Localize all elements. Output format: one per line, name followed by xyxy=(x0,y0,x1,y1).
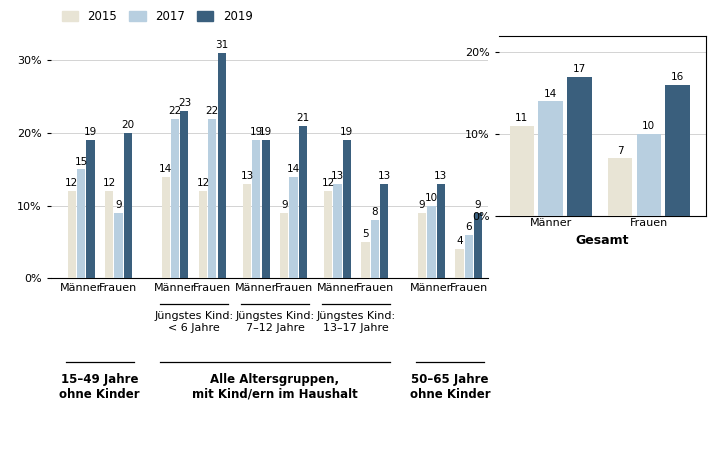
Bar xyxy=(455,249,464,278)
Text: 14: 14 xyxy=(159,164,173,174)
Text: 22: 22 xyxy=(206,106,219,116)
Bar xyxy=(636,134,661,216)
Text: 7: 7 xyxy=(617,146,623,156)
Text: 15–49 Jahre
ohne Kinder: 15–49 Jahre ohne Kinder xyxy=(60,373,140,401)
Text: 13: 13 xyxy=(331,171,344,181)
Text: 13: 13 xyxy=(434,171,448,181)
Text: 19: 19 xyxy=(84,128,97,137)
Bar xyxy=(171,119,179,278)
Bar xyxy=(608,158,633,216)
Text: 13: 13 xyxy=(378,171,391,181)
Text: 19: 19 xyxy=(259,128,272,137)
Text: 5: 5 xyxy=(363,229,369,239)
Text: 9: 9 xyxy=(475,200,481,210)
Text: Jüngstes Kind:
< 6 Jahre: Jüngstes Kind: < 6 Jahre xyxy=(154,311,233,333)
Text: 11: 11 xyxy=(515,113,529,123)
Text: 9: 9 xyxy=(419,200,425,210)
Bar xyxy=(124,133,132,278)
Bar xyxy=(510,126,534,216)
Text: Jüngstes Kind:
7–12 Jahre: Jüngstes Kind: 7–12 Jahre xyxy=(235,311,314,333)
Text: 20: 20 xyxy=(121,120,134,130)
Bar xyxy=(199,191,207,278)
Text: 12: 12 xyxy=(322,178,335,188)
Text: 23: 23 xyxy=(178,98,191,108)
Bar xyxy=(538,101,563,216)
Bar xyxy=(68,191,76,278)
Bar xyxy=(380,184,388,278)
Text: 9: 9 xyxy=(281,200,288,210)
Bar xyxy=(665,85,690,216)
Text: 10: 10 xyxy=(642,121,655,132)
Text: 6: 6 xyxy=(465,222,472,232)
Text: 14: 14 xyxy=(287,164,300,174)
Bar xyxy=(105,191,113,278)
Bar xyxy=(252,141,261,278)
Bar xyxy=(114,213,122,278)
Text: 13: 13 xyxy=(240,171,253,181)
Bar xyxy=(280,213,288,278)
Text: 16: 16 xyxy=(671,72,684,83)
Bar xyxy=(290,177,298,278)
Text: 8: 8 xyxy=(371,207,378,217)
Bar xyxy=(343,141,351,278)
Bar xyxy=(208,119,216,278)
Text: 9: 9 xyxy=(115,200,122,210)
Bar xyxy=(181,111,189,278)
Text: 14: 14 xyxy=(544,89,557,99)
Text: 19: 19 xyxy=(340,128,354,137)
Bar xyxy=(567,77,592,216)
Bar xyxy=(218,53,226,278)
Text: 10: 10 xyxy=(425,193,438,203)
Text: 12: 12 xyxy=(197,178,210,188)
Bar xyxy=(361,242,370,278)
Text: 22: 22 xyxy=(168,106,182,116)
Bar xyxy=(371,220,379,278)
Bar xyxy=(437,184,445,278)
Bar xyxy=(77,169,85,278)
Text: Jüngstes Kind:
13–17 Jahre: Jüngstes Kind: 13–17 Jahre xyxy=(317,311,396,333)
Text: 17: 17 xyxy=(573,64,586,74)
Bar xyxy=(87,141,95,278)
Legend: 2015, 2017, 2019: 2015, 2017, 2019 xyxy=(57,5,257,28)
Bar xyxy=(162,177,170,278)
Text: 19: 19 xyxy=(250,128,263,137)
Bar xyxy=(464,235,473,278)
Bar xyxy=(333,184,341,278)
Bar xyxy=(261,141,270,278)
Bar xyxy=(243,184,251,278)
Text: 12: 12 xyxy=(103,178,116,188)
Bar xyxy=(298,126,307,278)
Text: 50–65 Jahre
ohne Kinder: 50–65 Jahre ohne Kinder xyxy=(410,373,491,401)
Bar xyxy=(324,191,333,278)
Text: Alle Altersgruppen,
mit Kind/ern im Haushalt: Alle Altersgruppen, mit Kind/ern im Haus… xyxy=(192,373,358,401)
Bar xyxy=(474,213,482,278)
Text: 15: 15 xyxy=(74,157,88,167)
Text: 21: 21 xyxy=(296,113,309,123)
Bar xyxy=(418,213,427,278)
Text: 4: 4 xyxy=(456,237,463,247)
Text: 31: 31 xyxy=(215,40,229,50)
Bar xyxy=(427,206,435,278)
X-axis label: Gesamt: Gesamt xyxy=(576,234,629,247)
Text: 12: 12 xyxy=(66,178,79,188)
